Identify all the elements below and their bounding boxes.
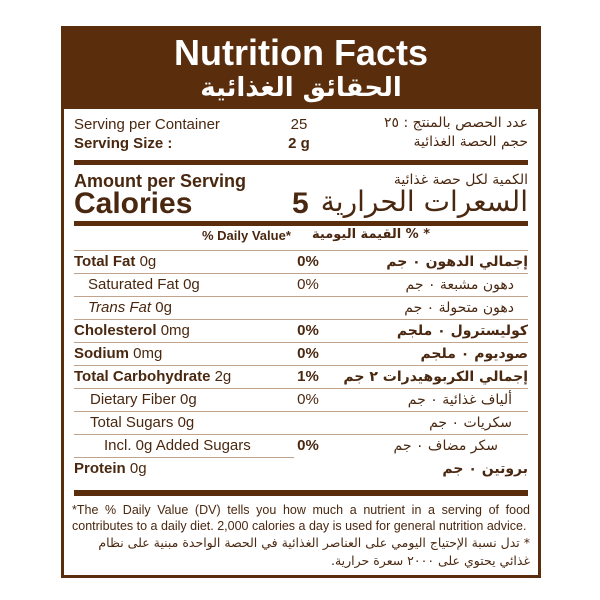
footnote-en: *The % Daily Value (DV) tells you how mu… bbox=[72, 503, 530, 533]
calories-ar: السعرات الحرارية bbox=[320, 185, 528, 218]
nutrient-row: Cholesterol 0mg 0% bbox=[74, 320, 528, 343]
nutrient-name-ar: إجمالي الكربوهيدرات ٢ جم bbox=[343, 369, 528, 385]
nutrient-name: Cholesterol bbox=[74, 322, 157, 339]
label-header: Nutrition Facts الحقائق الغذائية bbox=[64, 29, 538, 109]
nutrient-amount: 0g bbox=[180, 391, 197, 408]
divider bbox=[74, 221, 528, 226]
amount-per-serving-ar: الكمية لكل حصة غذائية bbox=[393, 172, 528, 188]
nutrient-name: Dietary Fiber bbox=[90, 391, 176, 408]
daily-value-header: % Daily Value* bbox=[202, 228, 291, 243]
nutrient-percent: 0% bbox=[297, 437, 319, 454]
nutrient-percent: 0% bbox=[297, 253, 319, 270]
nutrient-row: Sodium 0mg 0% bbox=[74, 343, 528, 366]
nutrient-name: Total Carbohydrate bbox=[74, 368, 211, 385]
serving-size-value: 2 g bbox=[288, 135, 310, 152]
nutrient-row: Trans Fat 0g bbox=[74, 297, 528, 320]
calories-label: Calories bbox=[74, 187, 193, 220]
nutrient-row: Total Carbohydrate 2g 1% bbox=[74, 366, 528, 389]
nutrient-name: Saturated Fat bbox=[88, 276, 179, 293]
divider bbox=[74, 250, 528, 251]
nutrient-percent: 0% bbox=[297, 391, 319, 408]
nutrient-name-ar: سكر مضاف ٠ جم bbox=[393, 438, 498, 454]
nutrient-row: Protein 0g bbox=[74, 458, 528, 481]
title-en: Nutrition Facts bbox=[173, 32, 428, 73]
nutrient-amount: 0g bbox=[139, 253, 157, 270]
nutrient-amount: 0mg bbox=[133, 345, 163, 362]
servings-value: 25 bbox=[290, 116, 308, 133]
nutrient-name-ar: دهون متحولة ٠ جم bbox=[404, 300, 514, 316]
nutrient-percent: 1% bbox=[297, 368, 319, 385]
nutrient-name-ar: إجمالي الدهون ٠ جم bbox=[386, 254, 528, 270]
nutrient-name-ar: صوديوم ٠ ملجم bbox=[420, 346, 528, 362]
nutrient-name: Incl. 0g Added Sugars bbox=[104, 437, 251, 454]
serving-size-ar: حجم الحصة الغذائية bbox=[413, 134, 528, 150]
nutrient-row: Saturated Fat 0g 0% bbox=[74, 274, 528, 297]
nutrient-name: Total Sugars bbox=[90, 414, 174, 431]
servings-label: Serving per Container bbox=[74, 116, 220, 133]
nutrient-percent: 0% bbox=[297, 322, 319, 339]
nutrient-percent: 0% bbox=[297, 345, 319, 362]
nutrient-name: Protein bbox=[74, 460, 126, 477]
nutrient-amount: 2g bbox=[214, 368, 232, 385]
nutrition-label: Nutrition Facts الحقائق الغذائية Serving… bbox=[61, 26, 541, 578]
nutrient-amount: 0g bbox=[155, 299, 172, 316]
nutrient-row: Total Sugars 0g bbox=[74, 412, 528, 435]
divider bbox=[74, 490, 528, 496]
nutrient-name: Sodium bbox=[74, 345, 129, 362]
nutrient-row: Dietary Fiber 0g 0% bbox=[74, 389, 528, 412]
nutrient-amount: 0g bbox=[129, 460, 147, 477]
nutrient-amount: 0g bbox=[183, 276, 200, 293]
divider bbox=[74, 160, 528, 165]
nutrient-name: Trans Fat bbox=[88, 299, 152, 316]
nutrient-percent: 0% bbox=[297, 276, 319, 293]
nutrient-name-ar: بروتين ٠ جم bbox=[442, 461, 528, 477]
nutrient-name-ar: كوليسترول ٠ ملجم bbox=[396, 323, 528, 339]
nutrient-row: Incl. 0g Added Sugars 0% bbox=[74, 435, 319, 458]
nutrient-name: Total Fat bbox=[74, 253, 136, 270]
servings-ar: عدد الحصص بالمنتج : ٢٥ bbox=[384, 115, 528, 131]
serving-size-label: Serving Size : bbox=[74, 135, 173, 152]
amount-per-serving: Amount per Serving bbox=[74, 171, 247, 191]
nutrient-name-ar: ألياف غذائية ٠ جم bbox=[407, 392, 512, 408]
nutrient-amount: 0mg bbox=[160, 322, 190, 339]
nutrient-amount: 0g bbox=[177, 414, 195, 431]
daily-value-header-ar: * % القيمة اليومية bbox=[312, 227, 431, 242]
nutrient-name-ar: سكريات ٠ جم bbox=[429, 415, 512, 431]
title-ar: الحقائق الغذائية bbox=[200, 73, 402, 103]
nutrient-row: Total Fat 0g 0% bbox=[74, 251, 528, 274]
nutrient-name-ar: دهون مشبعة ٠ جم bbox=[405, 277, 514, 293]
footnote-ar: * تدل نسبة الإحتياج اليومي على العناصر ا… bbox=[98, 535, 530, 568]
calories-value: 5 bbox=[292, 187, 309, 220]
